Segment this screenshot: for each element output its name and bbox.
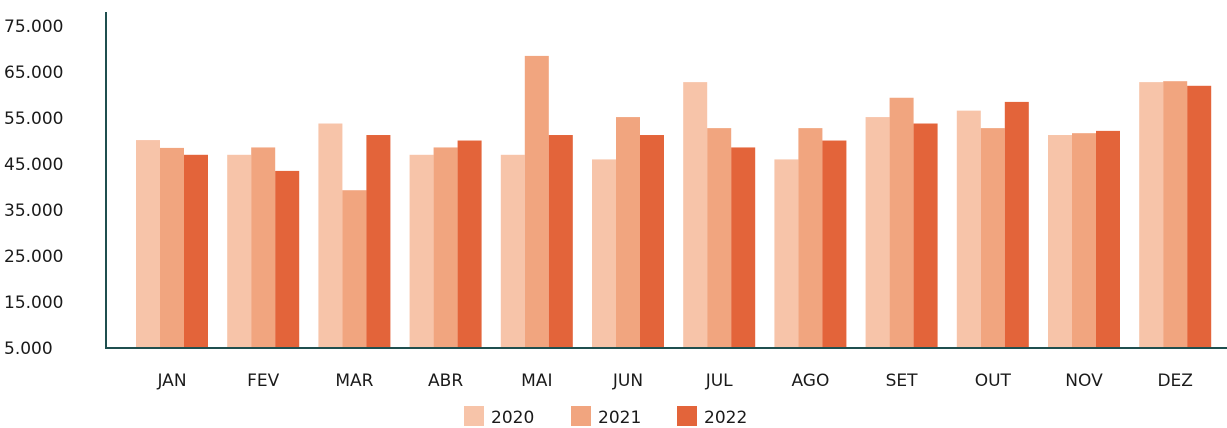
bar-2022-mar	[366, 135, 391, 348]
x-tick-label: DEZ	[1157, 371, 1192, 391]
x-axis-labels: JAN FEV MAR ABR MAI JUN JUL AGO SET OUT NOV DEZ	[156, 371, 1192, 391]
bar-2021-mai	[524, 55, 549, 349]
bar-2020-abr	[409, 154, 434, 348]
x-tick-label: MAR	[335, 371, 373, 391]
x-tick-label: SET	[886, 371, 919, 391]
bar-2021-fev	[251, 147, 276, 348]
legend-label-2021: 2021	[598, 408, 641, 428]
y-tick-label: 25.000	[4, 247, 63, 267]
legend-swatch-2021	[571, 406, 591, 426]
bar-2021-jan	[160, 147, 184, 348]
bar-2020-ago	[774, 159, 799, 348]
x-tick-label: FEV	[247, 371, 280, 391]
legend-swatch-2020	[464, 406, 484, 426]
bar-2021-set	[889, 97, 914, 348]
bar-2022-jan	[184, 154, 208, 348]
bar-2020-fev	[227, 154, 252, 348]
y-tick-label: 55.000	[4, 109, 63, 129]
bar-2022-set	[913, 123, 938, 349]
x-tick-label: JUL	[705, 371, 733, 391]
legend-label-2020: 2020	[491, 408, 534, 428]
x-tick-label: JUN	[612, 371, 643, 391]
bar-2021-jul	[707, 128, 732, 348]
bar-2022-abr	[457, 140, 482, 348]
bar-2022-ago	[822, 140, 847, 348]
y-tick-label: 65.000	[4, 63, 63, 83]
bar-2022-jun	[640, 135, 664, 348]
bar-2021-mar	[342, 190, 367, 348]
bar-2020-nov	[1048, 135, 1072, 348]
bar-2021-nov	[1072, 133, 1096, 348]
bar-2020-mai	[500, 154, 525, 348]
y-tick-label: 35.000	[4, 201, 63, 221]
legend: 2020 2021 2022	[464, 406, 747, 428]
y-tick-label: 75.000	[4, 17, 63, 37]
bar-2020-out	[956, 110, 981, 348]
bar-2020-jan	[136, 140, 160, 348]
x-tick-label: NOV	[1065, 371, 1103, 391]
bar-2020-jun	[592, 159, 616, 348]
x-tick-label: MAI	[521, 371, 552, 391]
bar-2022-nov	[1096, 130, 1120, 348]
bar-2020-dez	[1139, 82, 1164, 349]
y-axis-ticks: 75.000 65.000 55.000 45.000 35.000 25.000 15.0…	[4, 17, 63, 359]
legend-label-2022: 2022	[704, 408, 747, 428]
bar-2020-set	[865, 117, 890, 348]
legend-swatch-2022	[677, 406, 697, 426]
y-tick-label: 45.000	[4, 155, 63, 175]
x-tick-label: AGO	[791, 371, 829, 391]
bar-2020-jul	[683, 82, 708, 349]
bar-2021-ago	[798, 128, 823, 348]
y-tick-label: 15.000	[4, 293, 63, 313]
y-tick-label: 5.000	[4, 339, 53, 359]
bar-2022-mai	[548, 135, 573, 348]
bars	[136, 55, 1212, 349]
bar-2020-mar	[318, 123, 343, 349]
bar-2022-fev	[275, 170, 300, 348]
bar-2021-abr	[433, 147, 458, 348]
bar-2021-out	[980, 128, 1005, 348]
bar-2022-jul	[731, 147, 756, 348]
bar-2021-dez	[1163, 81, 1188, 348]
bar-2022-out	[1004, 101, 1029, 349]
x-tick-label: JAN	[156, 371, 186, 391]
bar-2021-jun	[616, 117, 640, 348]
bar-2022-dez	[1187, 85, 1212, 349]
x-tick-label: OUT	[975, 371, 1012, 391]
x-tick-label: ABR	[428, 371, 463, 391]
